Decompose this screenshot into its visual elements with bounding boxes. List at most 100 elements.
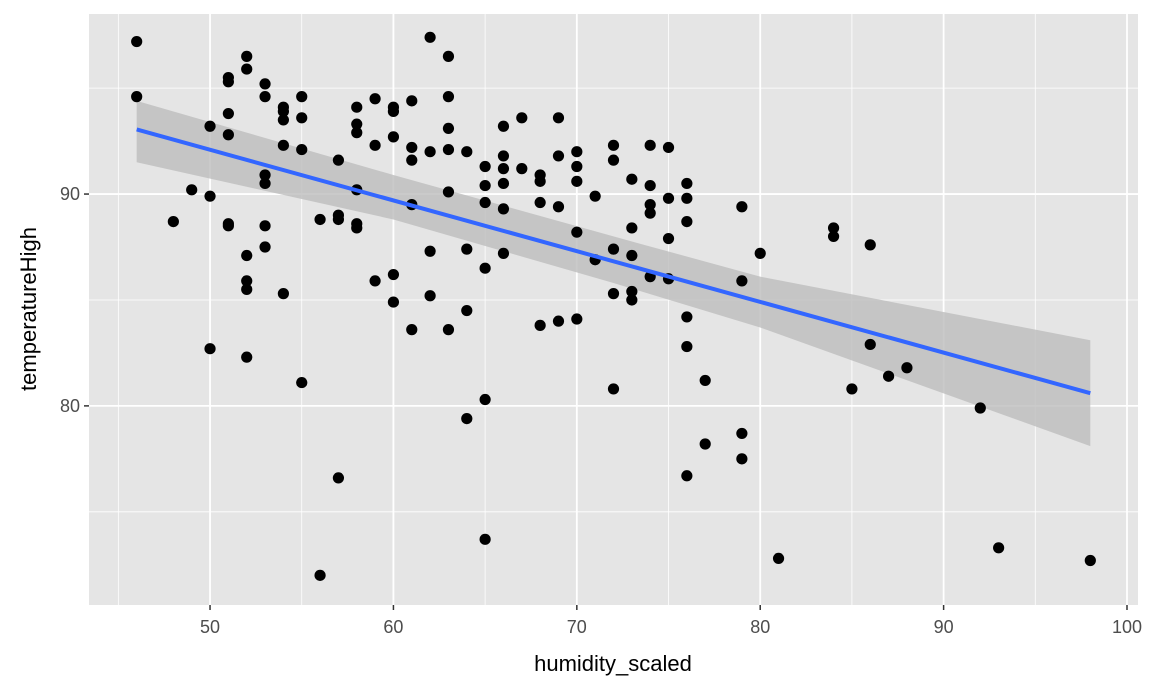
data-point [204,120,216,132]
data-point [241,249,253,262]
data-point [241,63,253,75]
data-point [681,192,693,204]
x-tick-label: 50 [200,617,220,637]
x-axis: 50 60 70 80 90 100 [200,605,1142,637]
data-point [552,112,565,124]
data-point [864,338,876,351]
data-point [296,376,308,389]
data-point [387,105,400,118]
data-point [222,129,234,141]
data-point [296,91,308,103]
data-point [241,351,253,363]
data-point [497,247,510,259]
data-point [901,362,913,374]
data-point [387,268,400,281]
data-point [681,311,693,323]
data-point [351,222,363,234]
data-point [332,154,345,166]
data-point [681,340,693,353]
data-point [461,412,473,425]
data-point [406,324,418,336]
data-point [607,383,620,395]
data-point [644,179,656,192]
data-point [827,222,840,234]
data-point [296,143,308,156]
data-point [626,222,638,234]
data-point [736,275,748,287]
data-point [277,114,289,126]
data-points [131,31,1096,581]
data-point [571,175,583,187]
data-point [241,283,253,295]
data-point [479,196,491,209]
y-axis-title: temperatureHigh [16,227,41,391]
data-point [516,163,528,175]
data-point [644,207,656,219]
data-point [736,427,748,440]
data-point [571,160,583,173]
data-point [681,215,693,228]
data-point [131,35,143,48]
data-point [571,146,583,158]
data-point [1084,554,1096,567]
x-axis-title: humidity_scaled [534,651,692,676]
data-point [644,199,656,211]
data-point [662,232,675,245]
data-point [241,50,253,62]
data-point [552,315,565,327]
data-point [259,78,271,90]
data-point [259,169,271,181]
data-point [607,139,620,151]
data-point [993,542,1005,554]
data-point [406,154,418,166]
data-point [369,139,381,151]
data-point [626,173,638,185]
data-point [497,163,510,175]
data-point [259,177,271,190]
data-point [699,438,711,450]
data-point [644,139,656,151]
data-point [222,107,234,120]
data-point [442,122,455,134]
regression-line [136,127,1091,396]
data-point [314,213,326,226]
data-point [424,290,436,302]
data-point [222,76,234,88]
data-point [442,186,455,198]
data-point [479,179,491,192]
data-point [461,146,473,158]
data-point [387,296,400,308]
data-point [479,262,491,274]
data-point [846,383,858,395]
data-point [699,374,711,387]
data-point [571,313,583,325]
data-point [552,150,565,162]
data-point [131,91,143,103]
data-point [204,190,216,202]
data-point [442,324,455,336]
data-point [461,304,473,317]
y-tick-label: 90 [60,184,80,204]
data-point [534,175,546,187]
data-point [351,101,363,113]
plot-panel [89,14,1138,605]
x-tick-label: 60 [383,617,403,637]
data-point [681,177,693,190]
data-point [607,154,620,166]
data-point [497,120,510,132]
data-point [461,243,473,255]
data-point [827,230,840,243]
data-point [277,105,289,118]
data-point [772,552,785,564]
data-point [626,285,638,298]
data-point [314,569,326,581]
data-point [662,141,675,154]
data-point [736,453,748,465]
data-point [332,213,345,226]
data-point [442,143,455,156]
data-point [351,127,363,139]
data-point [406,141,418,154]
data-point [296,112,308,124]
